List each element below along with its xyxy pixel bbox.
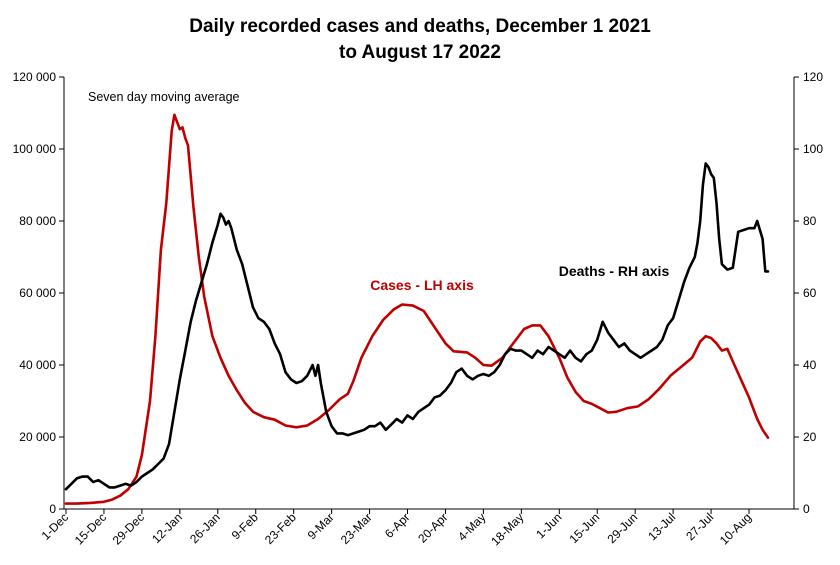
x-tick-label: 23-Mar — [338, 510, 375, 547]
chart-title: Daily recorded cases and deaths, Decembe… — [189, 16, 651, 37]
cases-series-line — [64, 113, 770, 505]
right-y-tick-label: 80 — [803, 214, 817, 228]
x-tick-label: 29-Jun — [604, 510, 640, 546]
right-y-tick-label: 120 — [803, 70, 823, 84]
x-tick-label: 20-Apr — [415, 510, 450, 545]
right-y-tick-label: 40 — [803, 358, 817, 372]
x-tick-label: 1-Jun — [533, 510, 564, 541]
right-y-tick-label: 0 — [803, 502, 810, 516]
x-ticks: 1-Dec 15-Dec 29-Dec 12-Jan 26-Jan 9-Feb 23-Feb… — [39, 509, 754, 548]
right-y-tick-label: 100 — [803, 142, 823, 156]
x-tick-label: 6-Apr — [382, 510, 413, 541]
chart-subtitle: to August 17 2022 — [339, 42, 501, 63]
right-y-ticks: 0 20 40 60 80 100 120 — [794, 70, 823, 516]
left-y-tick-label: 0 — [49, 502, 56, 516]
x-tick-label: 18-May — [488, 510, 526, 548]
left-y-tick-label: 80 000 — [19, 214, 56, 228]
x-tick-label: 23-Feb — [262, 510, 299, 547]
cases-series-label: Cases - LH axis — [370, 277, 474, 293]
series-layer — [64, 113, 770, 505]
x-tick-label: 10-Aug — [717, 510, 754, 547]
deaths-series-label: Deaths - RH axis — [559, 263, 670, 279]
x-tick-label: 15-Dec — [72, 510, 109, 547]
left-y-tick-label: 40 000 — [19, 358, 56, 372]
left-y-tick-label: 100 000 — [13, 142, 57, 156]
left-y-tick-label: 60 000 — [19, 286, 56, 300]
x-tick-label: 29-Dec — [110, 510, 147, 547]
x-tick-label: 12-Jan — [149, 510, 185, 546]
deaths-series-line — [64, 162, 770, 491]
x-tick-label: 13-Jul — [645, 510, 678, 543]
x-tick-label: 15-Jun — [567, 510, 603, 546]
right-y-tick-label: 60 — [803, 286, 817, 300]
x-tick-label: 4-May — [455, 510, 488, 543]
x-tick-label: 9-Feb — [229, 510, 261, 542]
x-tick-label: 26-Jan — [187, 510, 223, 546]
x-tick-label: 27-Jul — [683, 510, 716, 543]
left-y-tick-label: 20 000 — [19, 430, 56, 444]
left-y-ticks: 0 20 000 40 000 60 000 80 000 100 000 120 000 — [13, 70, 64, 516]
left-y-tick-label: 120 000 — [13, 70, 57, 84]
chart-note: Seven day moving average — [88, 90, 240, 104]
x-tick-label: 9-Mar — [305, 510, 337, 542]
right-y-tick-label: 20 — [803, 430, 817, 444]
